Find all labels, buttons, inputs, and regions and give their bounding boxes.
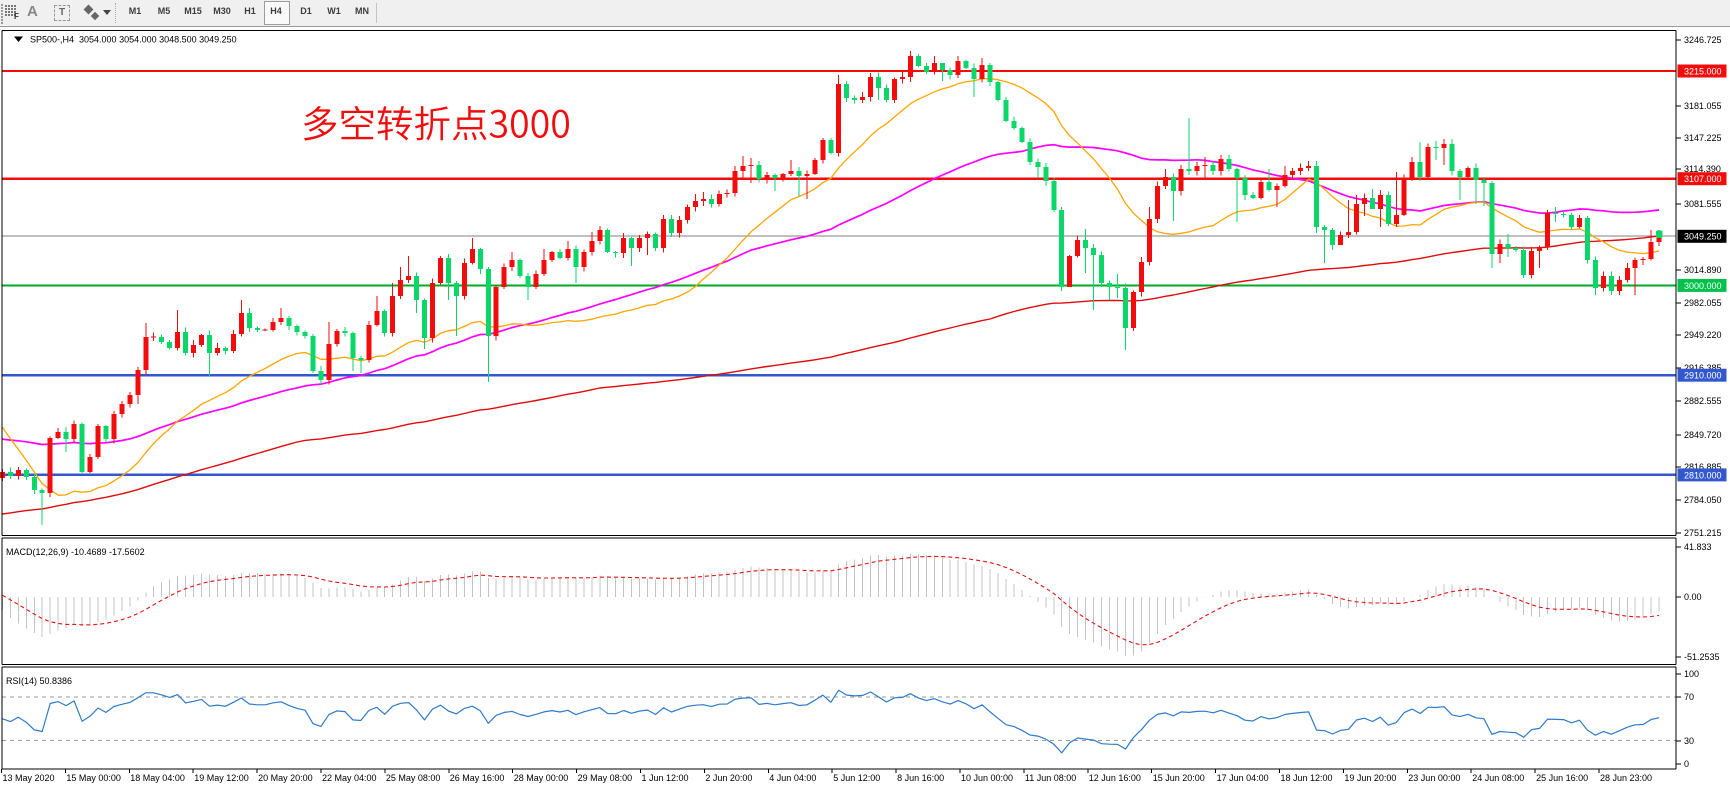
svg-text:3246.725: 3246.725 <box>1684 35 1722 45</box>
svg-text:3215.000: 3215.000 <box>1684 66 1722 76</box>
svg-text:12 Jun 16:00: 12 Jun 16:00 <box>1089 773 1141 783</box>
svg-text:25 May 08:00: 25 May 08:00 <box>386 773 441 783</box>
svg-text:24 Jun 08:00: 24 Jun 08:00 <box>1472 773 1524 783</box>
svg-text:2816.885: 2816.885 <box>1684 462 1722 472</box>
svg-text:17 Jun 04:00: 17 Jun 04:00 <box>1217 773 1269 783</box>
svg-text:28 Jun 23:00: 28 Jun 23:00 <box>1600 773 1652 783</box>
svg-text:0: 0 <box>1684 759 1689 769</box>
svg-text:3049.250: 3049.250 <box>1684 232 1722 242</box>
svg-text:29 May 08:00: 29 May 08:00 <box>578 773 633 783</box>
svg-text:3081.555: 3081.555 <box>1684 199 1722 209</box>
svg-text:30: 30 <box>1684 736 1694 746</box>
svg-text:2784.050: 2784.050 <box>1684 495 1722 505</box>
svg-text:3147.225: 3147.225 <box>1684 133 1722 143</box>
svg-text:2 Jun 20:00: 2 Jun 20:00 <box>705 773 752 783</box>
svg-text:8 Jun 16:00: 8 Jun 16:00 <box>897 773 944 783</box>
svg-text:18 May 04:00: 18 May 04:00 <box>130 773 185 783</box>
svg-text:26 May 16:00: 26 May 16:00 <box>450 773 505 783</box>
svg-text:15 Jun 20:00: 15 Jun 20:00 <box>1153 773 1205 783</box>
svg-text:MACD(12,26,9) -10.4689 -17.560: MACD(12,26,9) -10.4689 -17.5602 <box>6 547 145 557</box>
svg-text:13 May 2020: 13 May 2020 <box>3 773 55 783</box>
svg-text:22 May 04:00: 22 May 04:00 <box>322 773 377 783</box>
svg-text:28 May 00:00: 28 May 00:00 <box>514 773 569 783</box>
svg-text:2949.220: 2949.220 <box>1684 330 1722 340</box>
svg-text:10 Jun 00:00: 10 Jun 00:00 <box>961 773 1013 783</box>
svg-text:2910.000: 2910.000 <box>1684 371 1722 381</box>
svg-text:15 May 00:00: 15 May 00:00 <box>66 773 121 783</box>
svg-text:2849.720: 2849.720 <box>1684 430 1722 440</box>
svg-text:19 Jun 20:00: 19 Jun 20:00 <box>1344 773 1396 783</box>
svg-text:0.00: 0.00 <box>1684 592 1702 602</box>
svg-text:19 May 12:00: 19 May 12:00 <box>194 773 249 783</box>
svg-text:3181.055: 3181.055 <box>1684 101 1722 111</box>
svg-text:RSI(14) 50.8386: RSI(14) 50.8386 <box>6 676 72 686</box>
svg-text:3000.000: 3000.000 <box>1684 281 1722 291</box>
svg-text:18 Jun 12:00: 18 Jun 12:00 <box>1281 773 1333 783</box>
svg-text:1 Jun 12:00: 1 Jun 12:00 <box>642 773 689 783</box>
svg-text:2810.000: 2810.000 <box>1684 470 1722 480</box>
svg-text:2882.555: 2882.555 <box>1684 396 1722 406</box>
svg-text:4 Jun 04:00: 4 Jun 04:00 <box>769 773 816 783</box>
svg-text:20 May 20:00: 20 May 20:00 <box>258 773 313 783</box>
svg-text:-51.2535: -51.2535 <box>1684 652 1720 662</box>
svg-text:2916.385: 2916.385 <box>1684 363 1722 373</box>
svg-text:23 Jun 00:00: 23 Jun 00:00 <box>1408 773 1460 783</box>
svg-text:3107.000: 3107.000 <box>1684 174 1722 184</box>
svg-text:100: 100 <box>1684 669 1699 679</box>
svg-text:70: 70 <box>1684 692 1694 702</box>
svg-text:25 Jun 16:00: 25 Jun 16:00 <box>1536 773 1588 783</box>
svg-text:SP500-,H4 3054.000 3054.000 3: SP500-,H4 3054.000 3054.000 3048.500 304… <box>30 35 237 45</box>
svg-text:3014.890: 3014.890 <box>1684 265 1722 275</box>
svg-text:3114.390: 3114.390 <box>1684 164 1721 174</box>
svg-text:2751.215: 2751.215 <box>1684 528 1722 538</box>
svg-text:11 Jun 08:00: 11 Jun 08:00 <box>1025 773 1076 783</box>
svg-text:5 Jun 12:00: 5 Jun 12:00 <box>833 773 880 783</box>
svg-text:41.833: 41.833 <box>1684 542 1712 552</box>
svg-text:2982.055: 2982.055 <box>1684 298 1722 308</box>
